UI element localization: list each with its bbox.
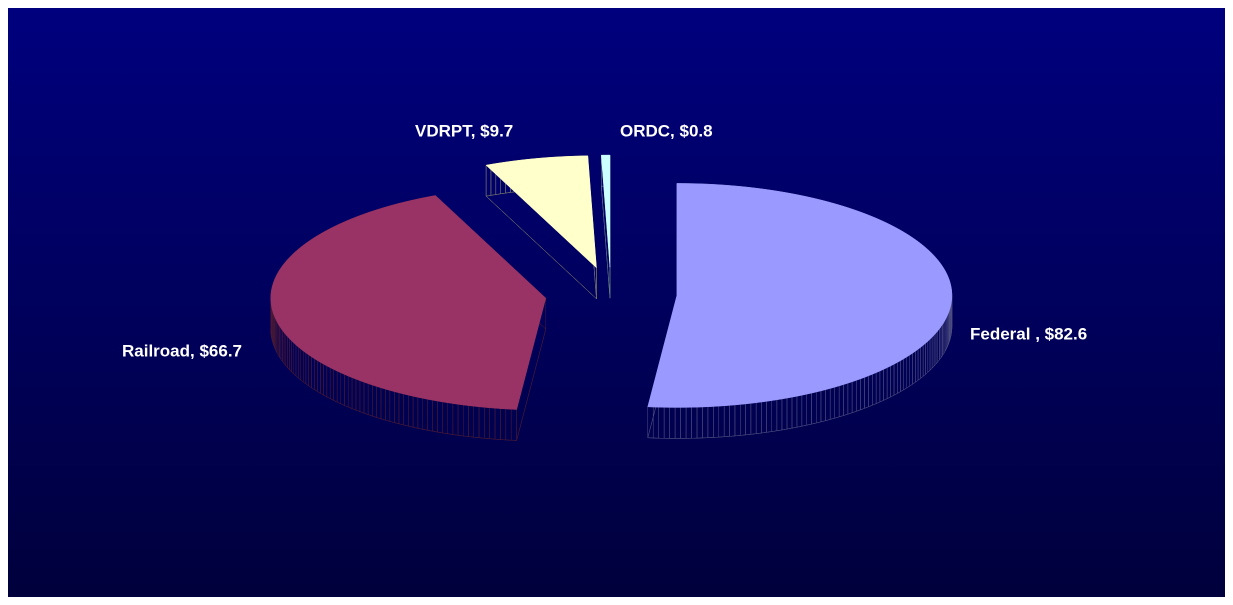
data-label: Railroad, $66.7	[122, 341, 242, 360]
slice	[647, 183, 953, 408]
chart-background	[8, 8, 1225, 597]
data-label: Federal , $82.6	[970, 324, 1087, 343]
data-label: ORDC, $0.8	[620, 121, 713, 140]
slice	[601, 154, 611, 268]
slice	[270, 195, 547, 410]
slice-tops	[270, 154, 953, 410]
slice	[485, 155, 597, 269]
data-labels: Federal , $82.6 Railroad, $66.7 VDRPT, $9.…	[122, 121, 1087, 360]
data-label: VDRPT, $9.7	[415, 121, 513, 140]
